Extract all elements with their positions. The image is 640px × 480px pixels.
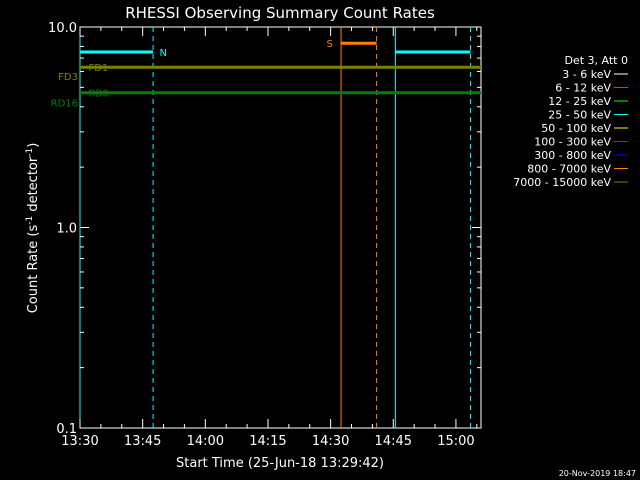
legend-entry-label: 25 - 50 keV: [548, 109, 611, 122]
y-axis-label: Count Rate (s-1 detector-1): [25, 143, 41, 314]
y-axis-label-sup1: -1: [25, 216, 35, 225]
flag-bar-label: S: [327, 39, 333, 50]
flag-bar-label: RB0: [88, 89, 108, 100]
flag-bars: N S FD1 RB0 FD3 RD16: [51, 39, 481, 110]
x-tick-label: 14:30: [312, 434, 349, 449]
y-tick-label: 0.1: [56, 422, 77, 437]
chart-title: RHESSI Observing Summary Count Rates: [125, 4, 435, 22]
flag-bar-label: N: [159, 48, 166, 59]
x-tick-label: 14:45: [375, 434, 412, 449]
legend-entry-label: 3 - 6 keV: [562, 68, 611, 81]
y-axis-label-mid: detector: [26, 156, 41, 216]
x-tick-label: 13:45: [124, 434, 161, 449]
legend-entry-label: 800 - 7000 keV: [527, 163, 611, 176]
legend-entry-label: 7000 - 15000 keV: [513, 176, 611, 189]
flag-bar-label: FD1: [88, 63, 108, 74]
legend-header: Det 3, Att 0: [565, 54, 629, 67]
footer-timestamp: 20-Nov-2019 18:47: [559, 469, 636, 478]
x-tick-label: 14:00: [187, 434, 224, 449]
legend-entry-label: 100 - 300 keV: [534, 136, 611, 149]
x-tick-label: 13:30: [61, 434, 98, 449]
legend-entry-label: 12 - 25 keV: [548, 95, 611, 108]
y-axis-label-main: Count Rate (s: [26, 225, 41, 314]
y-tick-label: 10.0: [48, 21, 77, 36]
x-axis-label: Start Time (25-Jun-18 13:29:42): [176, 456, 384, 471]
x-tick-label: 15:00: [437, 434, 474, 449]
legend-entry-label: 6 - 12 keV: [555, 82, 611, 95]
x-tick-label: 14:15: [249, 434, 286, 449]
legend-entry-label: 300 - 800 keV: [534, 149, 611, 162]
axis-ticks: 13:30 13:45 14:00 14:15 14:30 14:45 15:00 0.1 1.…: [48, 21, 481, 449]
y-tick-label: 1.0: [56, 222, 77, 237]
y-axis-label-sup2: -1: [25, 148, 35, 157]
legend-entry-label: 50 - 100 keV: [541, 122, 611, 135]
side-flag-label: FD3: [58, 72, 78, 83]
y-axis-label-end: ): [26, 143, 41, 148]
side-flag-label: RD16: [51, 99, 78, 110]
